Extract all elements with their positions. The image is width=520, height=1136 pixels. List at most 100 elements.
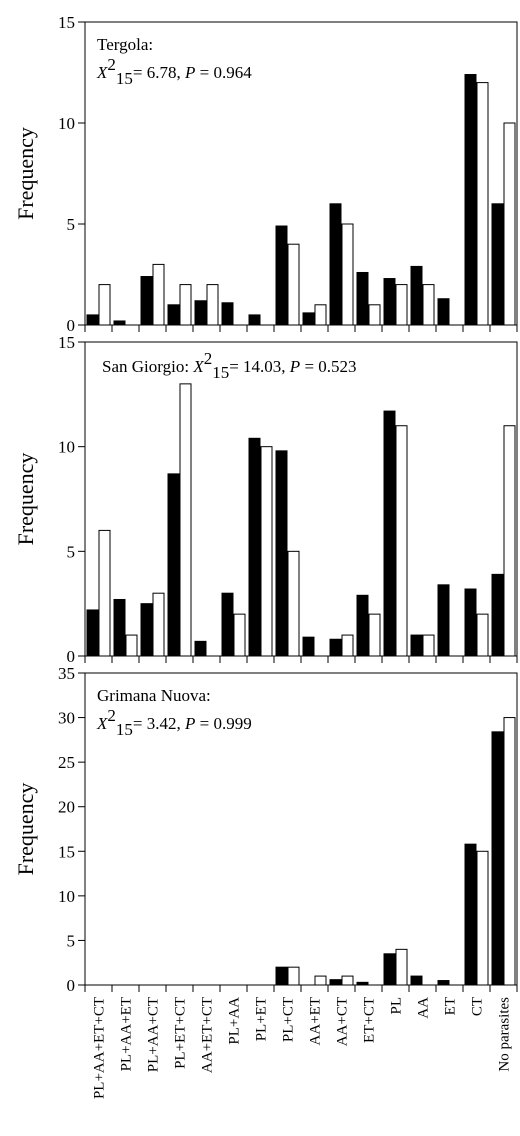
bar-expected [287, 550, 300, 657]
bar-expected [98, 529, 111, 657]
bar-observed [302, 636, 315, 657]
y-tick-label: 15 [58, 842, 75, 861]
bar-expected [503, 122, 516, 326]
bar-observed [329, 203, 342, 326]
bar-observed [491, 573, 504, 657]
bar-observed [275, 225, 288, 326]
annotation-stat: X [192, 357, 204, 376]
category-label: ET+CT [362, 997, 378, 1043]
y-tick-label: 0 [67, 647, 76, 666]
y-tick-label: 10 [58, 114, 75, 133]
bar-observed [167, 473, 180, 657]
annotation-stat: X [96, 714, 108, 733]
annotation-pvalue: = 0.999 [200, 714, 252, 733]
bar-observed [167, 304, 180, 326]
category-label: PL [389, 997, 405, 1015]
category-label: No parasites [497, 997, 513, 1072]
bar-expected [152, 592, 165, 657]
bar-expected [395, 948, 408, 986]
annotation-sup: 2 [107, 706, 116, 725]
bar-observed [491, 731, 504, 986]
y-axis-label: Frequency [13, 783, 38, 876]
bar-observed [356, 271, 369, 326]
bar-observed [221, 302, 234, 326]
annotation-site: San Giorgio: [102, 357, 189, 376]
bar-observed [491, 203, 504, 326]
annotation-sup: 2 [204, 349, 213, 368]
category-label: ET [443, 997, 459, 1015]
bar-observed [140, 276, 153, 326]
bar-observed [356, 594, 369, 657]
bar-expected [233, 613, 246, 657]
bar-expected [206, 284, 219, 326]
y-axis-label: Frequency [13, 127, 38, 220]
annotation-p: P [184, 714, 195, 733]
category-label: PL+AA [227, 997, 243, 1045]
bar-observed [410, 634, 423, 657]
y-tick-label: 5 [67, 931, 76, 950]
annotation-value: = 6.78, [133, 63, 181, 82]
bar-observed [383, 410, 396, 657]
annotation-site: Tergola: [97, 35, 153, 54]
bar-observed [194, 300, 207, 326]
y-tick-label: 35 [58, 664, 75, 683]
bar-expected [422, 634, 435, 657]
bar-observed [383, 278, 396, 326]
y-tick-label: 30 [58, 709, 75, 728]
bar-observed [86, 609, 99, 657]
bar-expected [368, 304, 381, 326]
bar-observed [140, 603, 153, 657]
category-label: AA [416, 997, 432, 1019]
annotation-sub: 15 [212, 363, 229, 382]
bar-expected [179, 383, 192, 657]
bar-observed [356, 981, 369, 986]
y-tick-label: 0 [67, 316, 76, 335]
y-tick-label: 20 [58, 798, 75, 817]
bar-observed [248, 437, 261, 657]
bar-expected [476, 613, 489, 657]
bar-expected [287, 966, 300, 986]
bar-expected [125, 634, 138, 657]
annotation-p: P [184, 63, 195, 82]
stat-annotation: X215= 3.42, P = 0.999 [96, 706, 252, 739]
y-axis-label: Frequency [13, 453, 38, 546]
bar-observed [437, 980, 450, 986]
category-label: PL+AA+CT [146, 997, 162, 1072]
annotation-pvalue: = 0.964 [200, 63, 253, 82]
bar-observed [113, 320, 126, 326]
bar-observed [275, 966, 288, 986]
y-tick-label: 15 [58, 333, 75, 352]
bar-expected [503, 717, 516, 986]
bar-expected [260, 446, 273, 657]
bar-expected [314, 304, 327, 326]
bar-observed [221, 592, 234, 657]
bar-observed [410, 975, 423, 986]
annotation-value: = 3.42, [133, 714, 181, 733]
stat-annotation: San Giorgio: X215= 14.03, P = 0.523 [102, 349, 357, 382]
bar-expected [395, 425, 408, 657]
stat-annotation: X215= 6.78, P = 0.964 [96, 55, 252, 88]
bar-observed [410, 265, 423, 326]
annotation-value: = 14.03, [229, 357, 285, 376]
bar-expected [152, 263, 165, 326]
y-tick-label: 0 [67, 976, 76, 995]
bar-expected [98, 284, 111, 326]
bar-expected [287, 243, 300, 326]
annotation-sub: 15 [116, 720, 133, 739]
category-label: AA+ET+CT [200, 997, 216, 1073]
y-tick-label: 5 [67, 542, 76, 561]
bar-observed [329, 638, 342, 657]
bar-observed [383, 953, 396, 986]
category-label: PL+ET [254, 997, 270, 1041]
annotation-sub: 15 [116, 69, 133, 88]
y-tick-label: 10 [58, 438, 75, 457]
category-label: PL+AA+ET+CT [92, 997, 108, 1099]
bar-expected [341, 223, 354, 326]
annotation-pvalue: = 0.523 [304, 357, 356, 376]
bar-observed [329, 979, 342, 986]
bar-observed [464, 74, 477, 326]
bar-observed [302, 312, 315, 326]
bar-expected [476, 850, 489, 986]
